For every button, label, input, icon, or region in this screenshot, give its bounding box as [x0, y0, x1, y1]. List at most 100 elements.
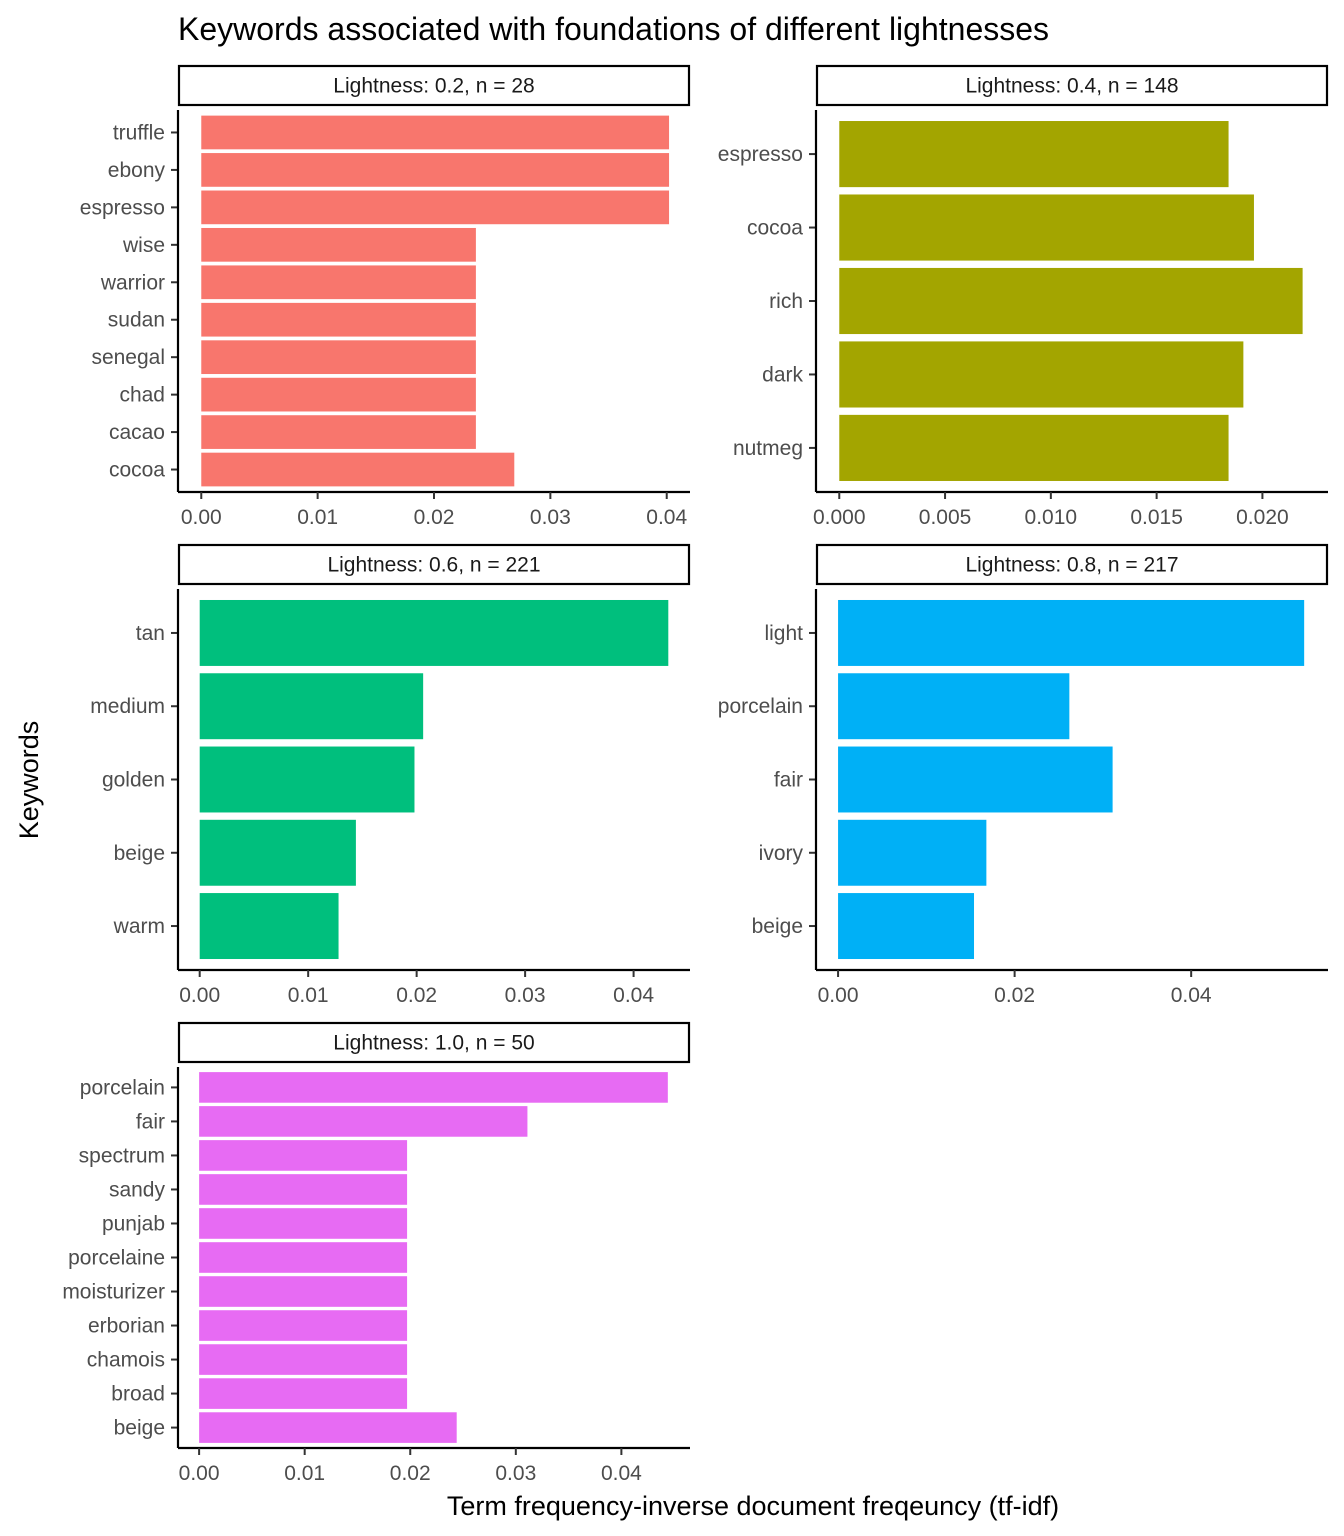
x-tick-label: 0.02	[414, 506, 455, 529]
category-label: warrior	[100, 271, 165, 294]
category-label: fair	[774, 769, 803, 792]
facet-strip-label: Lightness: 0.8, n = 217	[965, 554, 1178, 577]
category-label: cocoa	[747, 217, 803, 240]
x-tick-label: 0.010	[1025, 506, 1078, 529]
x-tick-label: 0.000	[813, 506, 866, 529]
facet-panel: Lightness: 0.6, n = 221 tan medium golden be…	[90, 543, 691, 1007]
bar	[201, 415, 476, 449]
category-label: dark	[762, 363, 803, 386]
category-label: ebony	[108, 159, 166, 182]
bar	[839, 414, 1229, 481]
bar	[838, 599, 1305, 666]
bar	[838, 746, 1113, 813]
bar	[199, 1412, 457, 1443]
category-label: broad	[111, 1383, 165, 1406]
category-label: sudan	[108, 309, 165, 332]
bar	[199, 819, 356, 886]
facet-panel: Lightness: 0.2, n = 28 truffle ebony espres…	[80, 64, 691, 529]
category-label: medium	[90, 695, 165, 718]
bar	[199, 1072, 668, 1103]
x-tick-label: 0.03	[495, 1462, 536, 1485]
category-label: cocoa	[109, 459, 165, 482]
category-label: beige	[114, 842, 165, 865]
facet-strip-label: Lightness: 0.4, n = 148	[965, 75, 1178, 98]
x-tick-label: 0.02	[994, 984, 1035, 1007]
facet-strip-label: Lightness: 0.6, n = 221	[327, 554, 540, 577]
category-label: truffle	[113, 121, 165, 144]
category-label: punjab	[102, 1212, 165, 1235]
category-label: chamois	[87, 1349, 165, 1372]
x-tick-label: 0.02	[396, 984, 437, 1007]
x-tick-label: 0.02	[390, 1462, 431, 1485]
category-label: porcelaine	[68, 1247, 165, 1270]
bar	[201, 377, 476, 412]
x-tick-label: 0.00	[179, 984, 220, 1007]
x-tick-label: 0.04	[646, 506, 687, 529]
bar	[839, 341, 1244, 408]
x-tick-label: 0.005	[919, 506, 972, 529]
bar	[838, 893, 975, 960]
x-axis-title: Term frequency-inverse document freqeunc…	[447, 1491, 1059, 1521]
category-label: moisturizer	[62, 1281, 165, 1304]
x-tick-label: 0.04	[1171, 984, 1212, 1007]
bar	[201, 153, 670, 187]
facet-strip	[177, 543, 691, 586]
category-label: rich	[769, 290, 803, 313]
category-label: ivory	[759, 842, 804, 865]
category-label: sandy	[109, 1178, 166, 1201]
x-tick-label: 0.01	[297, 506, 338, 529]
x-tick-label: 0.00	[181, 506, 222, 529]
x-tick-label: 0.03	[505, 984, 546, 1007]
category-label: chad	[119, 384, 165, 407]
category-label: spectrum	[79, 1144, 165, 1167]
category-label: warm	[113, 915, 165, 938]
facet-strip	[177, 1021, 691, 1064]
bar	[199, 1174, 408, 1205]
category-label: espresso	[80, 196, 165, 219]
category-label: fair	[136, 1110, 165, 1133]
x-tick-label: 0.01	[288, 984, 329, 1007]
bar	[199, 1276, 408, 1307]
bar	[199, 1344, 408, 1375]
bar	[839, 121, 1229, 188]
bar	[199, 1378, 408, 1409]
bar	[838, 673, 1070, 740]
category-label: beige	[114, 1417, 165, 1440]
category-label: espresso	[718, 143, 803, 166]
bar	[201, 265, 476, 300]
facet-strip	[815, 64, 1329, 107]
bar	[839, 194, 1254, 261]
x-tick-label: 0.01	[284, 1462, 325, 1485]
category-label: nutmeg	[733, 437, 803, 460]
x-tick-label: 0.04	[601, 1462, 642, 1485]
category-label: tan	[136, 622, 165, 645]
facet-strip	[177, 64, 691, 107]
x-tick-label: 0.04	[613, 984, 654, 1007]
x-tick-label: 0.00	[818, 984, 859, 1007]
category-label: senegal	[91, 346, 165, 369]
category-label: erborian	[88, 1315, 165, 1338]
facet-panels: Lightness: 0.2, n = 28 truffle ebony espres…	[62, 64, 1329, 1485]
x-tick-label: 0.020	[1236, 506, 1289, 529]
bar	[201, 302, 476, 337]
bar	[201, 190, 670, 225]
facet-strip-label: Lightness: 0.2, n = 28	[333, 75, 534, 98]
facet-panel: Lightness: 0.8, n = 217 light porcelain fai…	[718, 543, 1329, 1007]
bar	[199, 1310, 408, 1341]
x-tick-label: 0.03	[530, 506, 571, 529]
bar	[199, 599, 669, 666]
category-label: beige	[752, 915, 803, 938]
facet-panel: Lightness: 0.4, n = 148 espresso cocoa rich…	[718, 64, 1329, 529]
bar	[201, 115, 670, 150]
facet-panel: Lightness: 1.0, n = 50 porcelain fair spect…	[62, 1021, 691, 1485]
chart-title: Keywords associated with foundations of …	[178, 11, 1049, 47]
facet-strip	[815, 543, 1329, 586]
category-label: porcelain	[80, 1076, 165, 1099]
bar	[199, 1106, 528, 1137]
category-label: wise	[122, 234, 165, 257]
bar	[199, 673, 424, 740]
x-tick-label: 0.015	[1130, 506, 1183, 529]
category-label: porcelain	[718, 695, 803, 718]
x-tick-label: 0.00	[179, 1462, 220, 1485]
